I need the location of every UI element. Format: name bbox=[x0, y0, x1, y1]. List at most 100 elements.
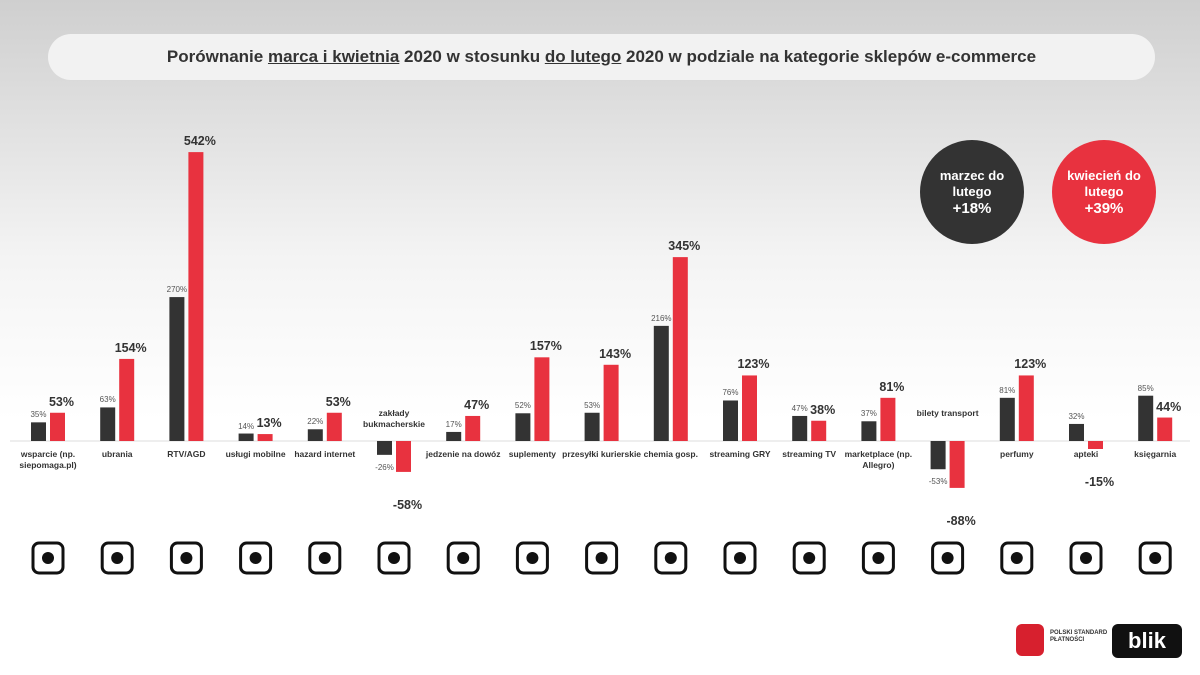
icon-dot bbox=[388, 552, 400, 564]
value-label: 53% bbox=[325, 394, 351, 409]
value-label: 542% bbox=[183, 134, 216, 149]
icon-shape bbox=[654, 541, 688, 575]
category-icon bbox=[169, 541, 203, 575]
bar bbox=[465, 415, 481, 441]
icon-dot bbox=[180, 552, 193, 564]
icon-dot bbox=[42, 552, 54, 564]
title-segment: marca i kwietnia bbox=[267, 47, 400, 66]
bar bbox=[811, 420, 827, 441]
category-label: jedzenie na dowóz bbox=[425, 449, 501, 459]
category-icon bbox=[931, 541, 965, 575]
title-segment: Porównanie bbox=[166, 47, 268, 66]
value-label: 38% bbox=[810, 402, 836, 417]
value-label: -58% bbox=[392, 497, 423, 512]
bar bbox=[742, 375, 757, 441]
category-icon bbox=[1000, 541, 1034, 575]
bar bbox=[396, 441, 411, 472]
value-label: 44% bbox=[1156, 399, 1182, 414]
category-icon bbox=[1138, 541, 1172, 575]
bar bbox=[930, 441, 946, 470]
category-icon bbox=[723, 541, 757, 575]
icon-dot bbox=[803, 552, 816, 564]
bar bbox=[861, 421, 877, 441]
icon-dot bbox=[1010, 552, 1023, 564]
category-label: chemia gosp. bbox=[643, 449, 698, 459]
legend-circle: kwiecień do lutego +39% bbox=[1052, 140, 1156, 244]
legend-summary: +39% bbox=[1084, 199, 1124, 217]
category-label: wsparcie (np. siepomaga.pl) bbox=[19, 449, 77, 470]
bar bbox=[515, 413, 531, 441]
value-label: 270% bbox=[166, 285, 188, 295]
icon-dot bbox=[318, 552, 331, 564]
icon-shape bbox=[169, 541, 203, 575]
value-label: 154% bbox=[114, 340, 147, 355]
category-label: suplementy bbox=[508, 449, 557, 459]
icon-dot bbox=[249, 552, 262, 564]
psp-logo-icon bbox=[1016, 624, 1044, 656]
value-label: -26% bbox=[375, 462, 394, 472]
bar bbox=[50, 412, 65, 441]
icon-dot bbox=[1080, 552, 1092, 564]
blik-logo: blik bbox=[1112, 624, 1182, 658]
value-label: 345% bbox=[668, 239, 701, 254]
bar bbox=[307, 429, 323, 441]
icon-shape bbox=[585, 541, 619, 575]
category-icon bbox=[515, 541, 549, 575]
bar bbox=[999, 397, 1015, 441]
value-label: 52% bbox=[514, 401, 531, 411]
icon-dot bbox=[526, 552, 539, 564]
category-label: zakłady bukmacherskie bbox=[363, 408, 425, 429]
bar bbox=[31, 422, 46, 441]
value-label: 32% bbox=[1068, 411, 1085, 421]
icon-dot bbox=[457, 552, 470, 564]
bar bbox=[446, 431, 462, 441]
icon-shape bbox=[1069, 541, 1103, 575]
value-label: 157% bbox=[529, 339, 562, 354]
value-label: 35% bbox=[30, 410, 47, 420]
icon-shape bbox=[792, 541, 826, 575]
value-label: 47% bbox=[791, 403, 808, 413]
legend-circle: marzec do lutego +18% bbox=[920, 140, 1024, 244]
bar bbox=[1069, 423, 1084, 441]
icon-shape bbox=[931, 541, 965, 575]
category-label: streaming TV bbox=[782, 449, 837, 459]
icon-shape bbox=[1000, 541, 1034, 575]
category-icon bbox=[308, 541, 342, 575]
bar bbox=[188, 152, 204, 441]
bar bbox=[880, 397, 896, 441]
icon-shape bbox=[515, 541, 549, 575]
value-label: 37% bbox=[860, 409, 877, 419]
icon-shape bbox=[100, 541, 134, 575]
bar bbox=[1088, 441, 1103, 449]
bar bbox=[723, 400, 738, 441]
value-label: -15% bbox=[1084, 474, 1115, 489]
value-label: 123% bbox=[1014, 357, 1047, 372]
bar bbox=[169, 297, 185, 441]
icon-shape bbox=[723, 541, 757, 575]
category-label: ubrania bbox=[101, 449, 133, 459]
icon-dot bbox=[664, 552, 677, 564]
value-label: 47% bbox=[464, 397, 490, 412]
bar bbox=[377, 441, 392, 455]
value-label: 81% bbox=[999, 385, 1016, 395]
title-segment: 2020 w stosunku bbox=[399, 47, 545, 66]
icon-dot bbox=[111, 552, 124, 564]
category-label: marketplace (np. Allegro) bbox=[844, 449, 913, 470]
bar bbox=[792, 415, 808, 441]
category-label: RTV/AGD bbox=[167, 449, 206, 459]
category-label: perfumy bbox=[1000, 449, 1034, 459]
title-segment: 2020 w podziale na kategorie sklepów e-c… bbox=[621, 47, 1037, 66]
category-label: usługi mobilne bbox=[225, 449, 286, 459]
icon-shape bbox=[239, 541, 273, 575]
value-label: -88% bbox=[946, 513, 976, 528]
value-label: 143% bbox=[599, 346, 632, 361]
bar bbox=[603, 364, 619, 441]
bar bbox=[672, 257, 688, 441]
category-label: bilety transport bbox=[916, 408, 979, 418]
category-icon bbox=[446, 541, 480, 575]
category-label: hazard internet bbox=[294, 449, 356, 459]
bar bbox=[1018, 375, 1034, 441]
bar bbox=[326, 412, 342, 441]
bar bbox=[534, 357, 550, 441]
